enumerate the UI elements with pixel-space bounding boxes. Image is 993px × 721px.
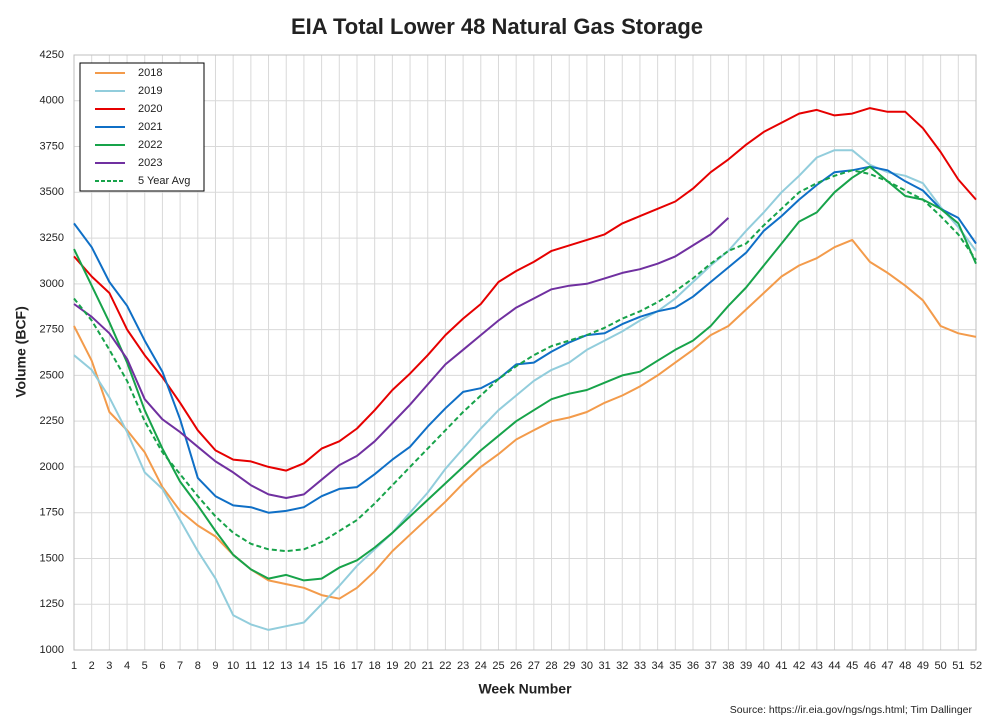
x-tick-label: 30: [581, 660, 593, 672]
x-tick-label: 7: [177, 660, 183, 672]
x-tick-label: 42: [793, 660, 805, 672]
x-tick-label: 46: [864, 660, 876, 672]
x-tick-label: 16: [333, 660, 345, 672]
legend-label: 2022: [138, 139, 162, 151]
y-tick-label: 1250: [40, 598, 64, 610]
x-tick-label: 37: [705, 660, 717, 672]
x-tick-label: 19: [386, 660, 398, 672]
x-tick-label: 24: [475, 660, 487, 672]
legend-label: 2019: [138, 85, 162, 97]
y-tick-label: 2250: [40, 415, 64, 427]
x-tick-label: 1: [71, 660, 77, 672]
series-line: [73, 149, 977, 631]
x-tick-label: 50: [935, 660, 947, 672]
series-line: [73, 238, 977, 600]
y-tick-label: 1000: [40, 644, 64, 656]
x-tick-label: 25: [492, 660, 504, 672]
y-tick-label: 2750: [40, 324, 64, 336]
chart-title: EIA Total Lower 48 Natural Gas Storage: [291, 14, 703, 39]
x-tick-label: 4: [124, 660, 130, 672]
y-tick-label: 3250: [40, 232, 64, 244]
x-tick-label: 41: [775, 660, 787, 672]
x-tick-label: 34: [652, 660, 664, 672]
plot-area: [74, 55, 976, 650]
y-tick-label: 1750: [40, 507, 64, 519]
legend-label: 2020: [138, 103, 162, 115]
series-line: [73, 169, 977, 553]
legend-label: 2023: [138, 157, 162, 169]
x-tick-label: 3: [106, 660, 112, 672]
x-tick-label: 38: [722, 660, 734, 672]
x-tick-label: 40: [758, 660, 770, 672]
x-tick-label: 18: [369, 660, 381, 672]
x-tick-label: 35: [669, 660, 681, 672]
x-tick-label: 26: [510, 660, 522, 672]
x-tick-label: 11: [245, 660, 256, 672]
legend-label: 5 Year Avg: [138, 175, 190, 187]
x-tick-label: 23: [457, 660, 469, 672]
x-tick-label: 8: [195, 660, 201, 672]
x-tick-label: 52: [970, 660, 982, 672]
x-tick-label: 45: [846, 660, 858, 672]
series-line: [73, 217, 730, 499]
y-tick-label: 3750: [40, 140, 64, 152]
x-tick-label: 48: [899, 660, 911, 672]
y-axis-title: Volume (BCF): [13, 306, 29, 398]
y-tick-label: 4000: [40, 95, 64, 107]
x-tick-label: 47: [881, 660, 893, 672]
x-axis-title: Week Number: [478, 681, 572, 697]
legend-label: 2018: [138, 67, 162, 79]
y-tick-label: 1500: [40, 552, 64, 564]
x-tick-label: 2: [89, 660, 95, 672]
x-tick-label: 5: [142, 660, 148, 672]
y-tick-label: 4250: [40, 49, 64, 61]
source-note: Source: https://ir.eia.gov/ngs/ngs.html;…: [730, 704, 973, 716]
y-tick-label: 2000: [40, 461, 64, 473]
y-tick-label: 2500: [40, 369, 64, 381]
x-tick-label: 43: [811, 660, 823, 672]
series-line: [73, 165, 977, 582]
x-tick-label: 29: [563, 660, 575, 672]
x-tick-label: 27: [528, 660, 540, 672]
y-tick-label: 3000: [40, 278, 64, 290]
legend: 2018 2019 2020 2021 2022 2023 5 Year Avg: [79, 62, 205, 192]
x-tick-label: 13: [280, 660, 292, 672]
x-tick-label: 44: [828, 660, 840, 672]
y-tick-label: 3500: [40, 186, 64, 198]
x-tick-label: 28: [545, 660, 557, 672]
x-tick-label: 6: [159, 660, 165, 672]
x-tick-label: 21: [422, 660, 434, 672]
x-tick-label: 33: [634, 660, 646, 672]
x-tick-label: 39: [740, 660, 752, 672]
plot-border: [73, 54, 977, 651]
x-tick-label: 51: [952, 660, 964, 672]
x-tick-label: 10: [227, 660, 239, 672]
x-tick-label: 9: [212, 660, 218, 672]
x-tick-label: 14: [298, 660, 310, 672]
x-tick-label: 31: [598, 660, 610, 672]
series-line: [73, 107, 977, 472]
x-tick-label: 36: [687, 660, 699, 672]
x-tick-label: 12: [262, 660, 274, 672]
x-tick-label: 32: [616, 660, 628, 672]
x-tick-label: 22: [439, 660, 451, 672]
x-tick-label: 49: [917, 660, 929, 672]
x-tick-label: 15: [315, 660, 327, 672]
x-tick-label: 17: [351, 660, 363, 672]
x-tick-label: 20: [404, 660, 416, 672]
legend-label: 2021: [138, 121, 162, 133]
